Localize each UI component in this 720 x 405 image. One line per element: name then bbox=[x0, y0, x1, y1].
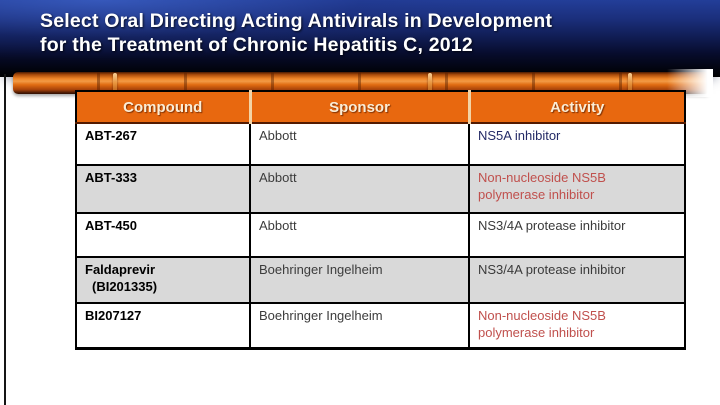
compound-name: BI207127 bbox=[85, 308, 142, 323]
slide-title: Select Oral Directing Acting Antivirals … bbox=[40, 9, 552, 57]
table-row: ABT-450 Abbott NS3/4A protease inhibitor bbox=[76, 212, 685, 257]
compound-cell: ABT-333 bbox=[76, 164, 250, 213]
table-row: Faldaprevir (BI201335) Boehringer Ingelh… bbox=[76, 256, 685, 303]
antivirals-table: Compound Sponsor Activity ABT-267 Abbott… bbox=[75, 90, 686, 350]
bar-divider bbox=[628, 73, 632, 93]
activity-text: NS3/4A protease inhibitor bbox=[478, 262, 626, 277]
slide-title-line1: Select Oral Directing Acting Antivirals … bbox=[40, 10, 553, 32]
bar-divider bbox=[113, 73, 117, 93]
column-header-activity: Activity bbox=[467, 91, 685, 124]
activity-text: Non-nucleoside NS5B polymerase inhibitor bbox=[478, 308, 606, 340]
table-body: ABT-267 Abbott NS5A inhibitor ABT-333 Ab… bbox=[76, 122, 685, 348]
compound-cell: ABT-267 bbox=[76, 122, 250, 165]
activity-cell: NS3/4A protease inhibitor bbox=[468, 212, 685, 257]
activity-text: NS3/4A protease inhibitor bbox=[478, 218, 626, 233]
sponsor-cell: Abbott bbox=[249, 164, 469, 213]
bar-divider bbox=[428, 73, 432, 93]
table-header: Compound Sponsor Activity bbox=[76, 91, 685, 124]
activity-cell: NS3/4A protease inhibitor bbox=[468, 256, 685, 303]
sponsor-cell: Boehringer Ingelheim bbox=[249, 302, 469, 348]
activity-text: NS5A inhibitor bbox=[478, 128, 561, 143]
compound-name: Faldaprevir bbox=[85, 262, 156, 277]
sponsor-cell: Abbott bbox=[249, 212, 469, 257]
header-row: Compound Sponsor Activity bbox=[76, 91, 685, 124]
activity-cell: Non-nucleoside NS5B polymerase inhibitor bbox=[468, 164, 685, 213]
activity-cell: NS5A inhibitor bbox=[468, 122, 685, 165]
sponsor-cell: Abbott bbox=[249, 122, 469, 165]
compound-cell: Faldaprevir (BI201335) bbox=[76, 256, 250, 303]
compound-cell: ABT-450 bbox=[76, 212, 250, 257]
column-header-sponsor: Sponsor bbox=[248, 91, 469, 124]
compound-code: (BI201335) bbox=[92, 278, 158, 294]
compound-cell: BI207127 bbox=[76, 302, 250, 348]
sponsor-cell: Boehringer Ingelheim bbox=[249, 256, 469, 303]
table-row: ABT-333 Abbott Non-nucleoside NS5B polym… bbox=[76, 164, 685, 213]
table-row: BI207127 Boehringer Ingelheim Non-nucleo… bbox=[76, 302, 685, 348]
compound-name: ABT-333 bbox=[85, 170, 138, 185]
activity-cell: Non-nucleoside NS5B polymerase inhibitor bbox=[468, 302, 685, 348]
activity-text: Non-nucleoside NS5B polymerase inhibitor bbox=[478, 170, 606, 202]
table-row: ABT-267 Abbott NS5A inhibitor bbox=[76, 122, 685, 165]
decorative-orange-bar bbox=[13, 69, 713, 97]
title-band: Select Oral Directing Acting Antivirals … bbox=[0, 0, 720, 77]
compound-name: ABT-267 bbox=[85, 128, 138, 143]
slide-title-line2: for the Treatment of Chronic Hepatitis C… bbox=[40, 34, 473, 56]
column-header-compound: Compound bbox=[76, 91, 250, 124]
left-frame-line bbox=[4, 74, 6, 405]
compound-name: ABT-450 bbox=[85, 218, 138, 233]
